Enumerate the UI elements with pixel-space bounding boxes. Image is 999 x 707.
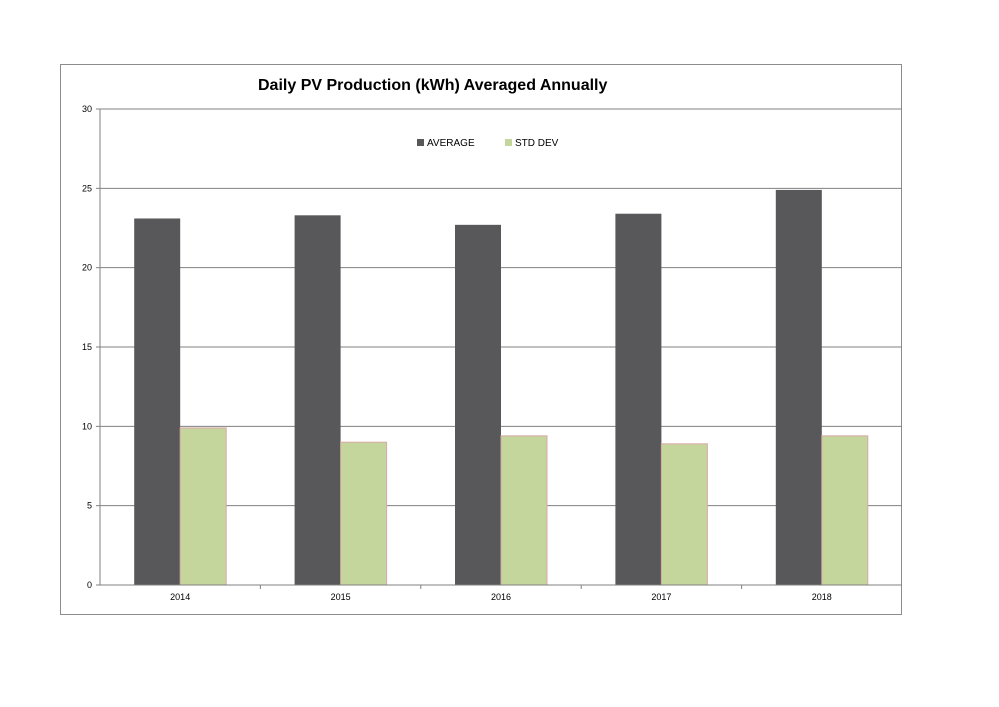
y-tick-label: 15: [82, 342, 92, 352]
bar-average-2016: [455, 224, 501, 585]
bar-std-dev-2016: [500, 435, 548, 586]
legend-swatch-std-dev: [505, 139, 512, 146]
y-tick-label: 30: [82, 104, 92, 114]
bar-average-2017: [615, 213, 662, 585]
bar-std-dev-2015: [340, 441, 388, 586]
x-tick-label: 2016: [491, 592, 511, 602]
chart-title: Daily PV Production (kWh) Averaged Annua…: [258, 77, 607, 94]
bar-chart: Daily PV Production (kWh) Averaged Annua…: [82, 77, 902, 602]
y-tick-label: 20: [82, 263, 92, 273]
x-axis-tick-labels: 2014 2015 2016 2017 2018: [170, 585, 832, 602]
x-tick-label: 2015: [331, 592, 351, 602]
x-tick-label: 2017: [651, 592, 671, 602]
x-tick-label: 2014: [170, 592, 190, 602]
y-tick-label: 5: [87, 501, 92, 511]
legend-label-average: AVERAGE: [427, 138, 475, 149]
bar-std-dev-2014: [179, 427, 227, 586]
y-tick-label: 0: [87, 580, 92, 590]
bars: [134, 189, 869, 586]
x-tick-label: 2018: [812, 592, 832, 602]
y-tick-label: 10: [82, 421, 92, 431]
bar-average-2015: [294, 215, 341, 585]
y-tick-label: 25: [82, 183, 92, 193]
legend-swatch-average: [417, 139, 424, 146]
chart-frame: Daily PV Production (kWh) Averaged Annua…: [60, 64, 902, 615]
bar-average-2018: [775, 189, 822, 586]
legend: AVERAGE STD DEV: [417, 138, 559, 149]
y-axis-tick-labels: 0 5 10 15 20 25 30: [82, 104, 100, 590]
axes: [99, 109, 902, 586]
bar-average-2014: [134, 218, 181, 586]
bar-std-dev-2018: [821, 435, 869, 586]
bar-std-dev-2017: [660, 443, 708, 586]
legend-label-std-dev: STD DEV: [515, 138, 559, 149]
